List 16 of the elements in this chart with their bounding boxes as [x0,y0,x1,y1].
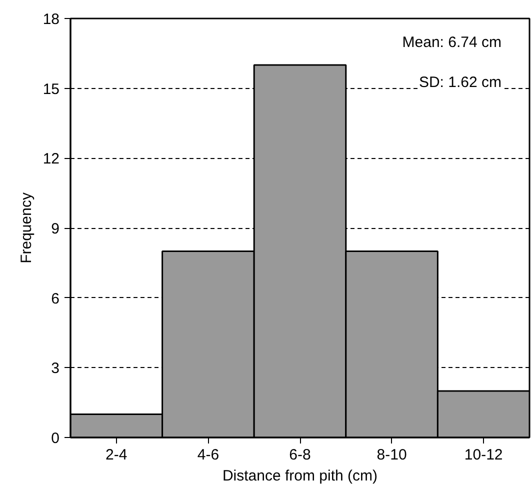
x-axis-title: Distance from pith (cm) [222,468,378,484]
x-tick-label: 10-12 [464,446,503,464]
y-tick-label: 0 [51,430,60,447]
y-tick-label: 6 [51,290,60,308]
y-axis-title: Frequency [18,192,35,264]
y-tick-label: 9 [51,220,60,238]
y-tick-label: 12 [42,150,60,168]
x-tick-label: 6-8 [289,446,311,464]
annotation: SD: 1.62 cm [418,74,502,91]
y-tick-label: 15 [42,80,60,98]
x-tick-label: 2-4 [106,446,128,464]
annotation: Mean: 6.74 cm [402,34,502,51]
x-tick-label: 8-10 [376,446,407,464]
y-tick-label: 18 [42,11,60,28]
x-tick-label: 4-6 [197,446,220,464]
y-tick-label: 3 [51,360,60,378]
